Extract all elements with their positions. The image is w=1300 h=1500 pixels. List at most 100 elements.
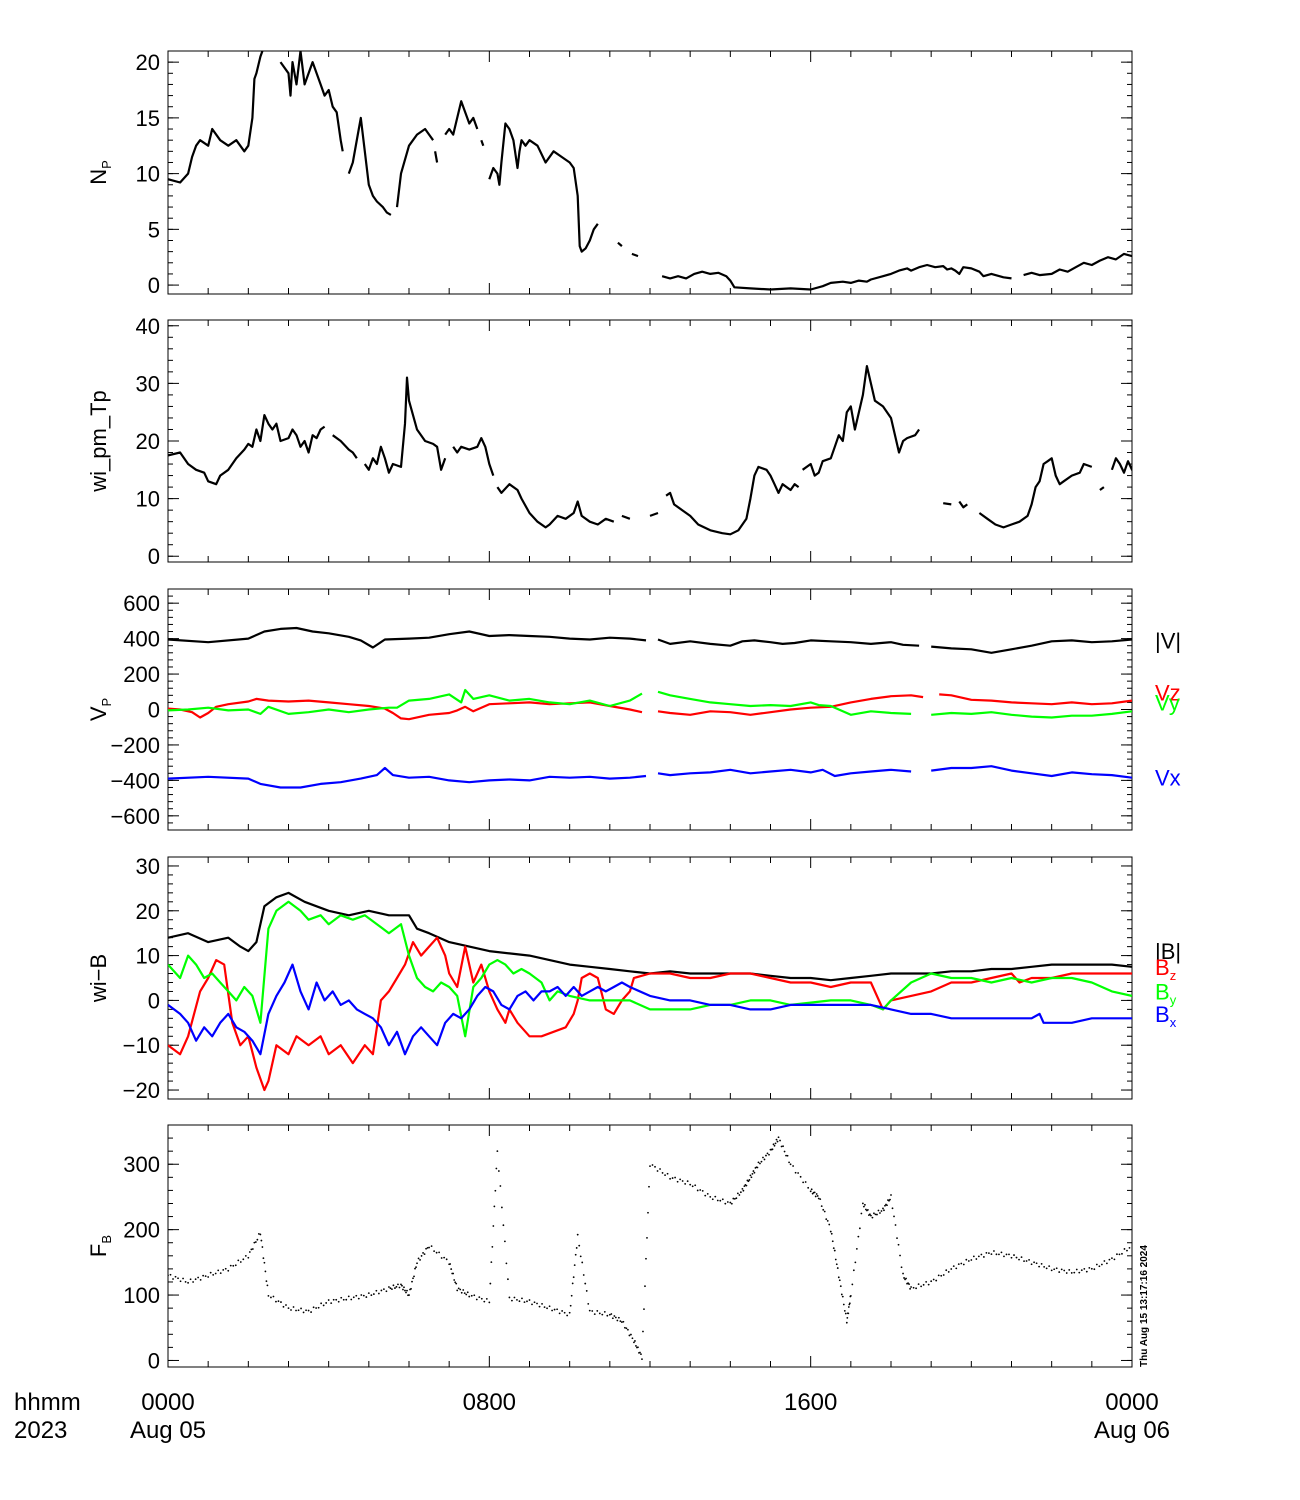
- legend-label: Vx: [1155, 766, 1181, 791]
- data-point: [681, 1180, 684, 1182]
- data-point: [1103, 1260, 1106, 1262]
- data-point: [473, 1294, 476, 1297]
- data-point: [776, 1140, 779, 1143]
- y-tick-label: 20: [136, 899, 160, 924]
- data-point: [647, 1211, 649, 1214]
- data-point: [426, 1247, 429, 1249]
- data-point: [628, 1334, 631, 1337]
- data-point: [614, 1316, 617, 1319]
- data-point: [855, 1248, 858, 1250]
- data-point: [930, 1280, 933, 1283]
- data-point: [794, 1171, 797, 1174]
- data-point: [789, 1163, 792, 1166]
- data-point: [830, 1232, 833, 1235]
- data-point: [282, 1305, 285, 1308]
- data-point: [995, 1253, 998, 1256]
- data-point: [332, 1298, 335, 1301]
- data-point: [449, 1263, 452, 1265]
- data-point: [844, 1312, 847, 1315]
- data-point: [649, 1165, 651, 1168]
- data-point: [391, 1288, 393, 1290]
- data-point: [890, 1194, 892, 1196]
- data-point: [1095, 1263, 1098, 1266]
- y-tick-label: 0: [148, 1348, 160, 1373]
- data-point: [730, 1202, 733, 1205]
- data-point: [847, 1312, 850, 1315]
- data-point: [1030, 1263, 1033, 1266]
- data-point: [398, 1286, 401, 1289]
- series-line-blue: [168, 765, 1132, 789]
- data-point: [453, 1279, 456, 1281]
- panel-frame: [167, 319, 1133, 563]
- data-point: [403, 1286, 405, 1289]
- data-point: [483, 1300, 486, 1303]
- data-point: [701, 1189, 704, 1192]
- y-tick-label: −200: [110, 733, 160, 758]
- data-point: [633, 1341, 635, 1344]
- data-point: [608, 1313, 611, 1316]
- data-point: [199, 1278, 202, 1281]
- data-point: [745, 1184, 748, 1187]
- data-point: [401, 1284, 403, 1287]
- data-point: [578, 1244, 581, 1247]
- plot-area: [168, 365, 1132, 536]
- data-point: [772, 1143, 775, 1146]
- data-point: [645, 1257, 647, 1260]
- data-point: [417, 1257, 420, 1260]
- data-point: [603, 1311, 606, 1313]
- data-point: [823, 1210, 826, 1213]
- data-point: [1073, 1271, 1076, 1274]
- data-point: [637, 1346, 639, 1349]
- y-tick-label: 10: [136, 162, 160, 187]
- data-point: [894, 1224, 897, 1226]
- data-point: [598, 1312, 601, 1315]
- panels: 20151050NP403020100wi_pm_Tp6004002000−20…: [86, 50, 1181, 1373]
- data-point: [925, 1281, 928, 1283]
- data-point: [197, 1276, 200, 1279]
- data-point: [372, 1293, 375, 1295]
- data-point: [1068, 1268, 1071, 1271]
- data-point: [214, 1272, 217, 1275]
- data-point: [415, 1266, 417, 1269]
- data-point: [523, 1301, 526, 1304]
- data-point: [641, 1358, 643, 1361]
- data-point: [1090, 1267, 1093, 1270]
- series-line-red: [168, 936, 1132, 1092]
- y-tick-label: 20: [136, 429, 160, 454]
- legend-label-sub: y: [1170, 992, 1177, 1007]
- y-axis-label-sub: P: [99, 698, 114, 707]
- data-point: [807, 1186, 810, 1189]
- y-tick-label: 200: [123, 662, 160, 687]
- legend-label-main: |V|: [1155, 628, 1181, 653]
- data-point: [305, 1309, 307, 1312]
- data-point: [750, 1176, 753, 1179]
- data-point: [270, 1296, 272, 1299]
- data-point: [736, 1192, 739, 1195]
- data-point: [1055, 1267, 1058, 1270]
- data-point: [377, 1292, 380, 1295]
- data-point: [518, 1300, 521, 1303]
- data-point: [1025, 1260, 1028, 1262]
- data-point: [494, 1189, 497, 1192]
- legend-label: Bz: [1155, 955, 1176, 983]
- data-point: [588, 1309, 591, 1312]
- data-point: [411, 1280, 413, 1283]
- data-point: [870, 1214, 872, 1217]
- data-point: [250, 1248, 253, 1251]
- data-point: [513, 1296, 516, 1299]
- data-point: [699, 1189, 702, 1191]
- data-point: [1078, 1271, 1081, 1274]
- data-point: [940, 1274, 943, 1277]
- data-point: [556, 1308, 559, 1311]
- y-tick-label: 0: [148, 698, 160, 723]
- data-point: [275, 1300, 277, 1303]
- panel-5: 300 200 100 0 FB: [86, 1124, 1133, 1373]
- y-axis-label: NP: [86, 160, 114, 185]
- data-point: [748, 1179, 751, 1181]
- data-point: [854, 1261, 857, 1264]
- data-point: [922, 1283, 925, 1286]
- data-point: [265, 1280, 268, 1283]
- data-point: [935, 1279, 938, 1282]
- data-point: [538, 1305, 541, 1308]
- data-point: [266, 1284, 269, 1287]
